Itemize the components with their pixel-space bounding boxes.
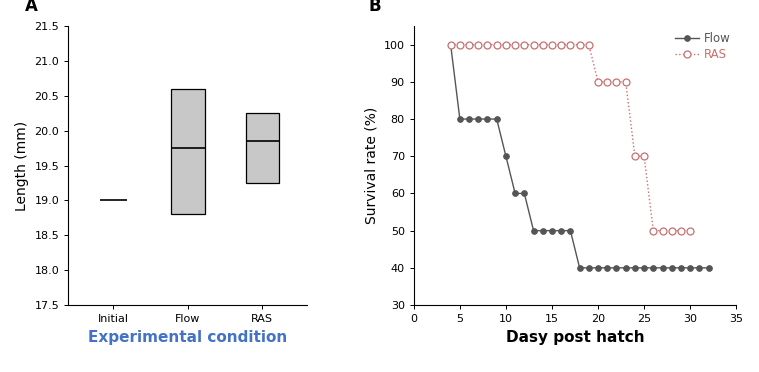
Flow (621, 266, 630, 270)
Flow (676, 266, 685, 270)
Flow (556, 228, 565, 233)
RAS (584, 42, 594, 47)
RAS (455, 42, 465, 47)
Flow (520, 191, 529, 196)
Flow (640, 266, 649, 270)
RAS (594, 80, 603, 84)
Flow (584, 266, 594, 270)
Flow (474, 117, 483, 121)
Legend: Flow, RAS: Flow, RAS (676, 32, 730, 61)
Bar (171, 89, 204, 214)
RAS (547, 42, 556, 47)
Flow (694, 266, 704, 270)
RAS (474, 42, 483, 47)
Text: A: A (25, 0, 38, 15)
Flow (575, 266, 584, 270)
RAS (538, 42, 547, 47)
Flow (685, 266, 694, 270)
RAS (492, 42, 501, 47)
Flow (511, 191, 520, 196)
Flow (502, 154, 511, 158)
RAS (685, 228, 694, 233)
Flow (455, 117, 465, 121)
RAS (658, 228, 667, 233)
RAS (612, 80, 621, 84)
X-axis label: Dasy post hatch: Dasy post hatch (505, 330, 644, 344)
RAS (483, 42, 492, 47)
RAS (630, 154, 639, 158)
RAS (520, 42, 529, 47)
Flow (630, 266, 639, 270)
Flow (465, 117, 474, 121)
RAS (465, 42, 474, 47)
RAS (446, 42, 455, 47)
Flow (667, 266, 676, 270)
X-axis label: Experimental condition: Experimental condition (88, 330, 288, 344)
Flow (529, 228, 538, 233)
Flow (492, 117, 501, 121)
RAS (676, 228, 685, 233)
RAS (649, 228, 658, 233)
Text: B: B (369, 0, 381, 15)
RAS (603, 80, 612, 84)
RAS (640, 154, 649, 158)
Flow (658, 266, 667, 270)
RAS (556, 42, 565, 47)
RAS (575, 42, 584, 47)
Flow (446, 42, 455, 47)
Y-axis label: Survival rate (%): Survival rate (%) (364, 107, 378, 224)
Flow (612, 266, 621, 270)
Y-axis label: Length (mm): Length (mm) (15, 121, 29, 211)
Flow (704, 266, 713, 270)
Flow (649, 266, 658, 270)
Flow (483, 117, 492, 121)
RAS (566, 42, 575, 47)
RAS (667, 228, 676, 233)
RAS (511, 42, 520, 47)
RAS (502, 42, 511, 47)
Flow (538, 228, 547, 233)
RAS (621, 80, 630, 84)
Flow (594, 266, 603, 270)
RAS (529, 42, 538, 47)
Line: Flow: Flow (448, 42, 711, 270)
Line: RAS: RAS (447, 41, 694, 234)
Flow (566, 228, 575, 233)
Bar (246, 113, 279, 183)
Flow (603, 266, 612, 270)
Flow (547, 228, 556, 233)
